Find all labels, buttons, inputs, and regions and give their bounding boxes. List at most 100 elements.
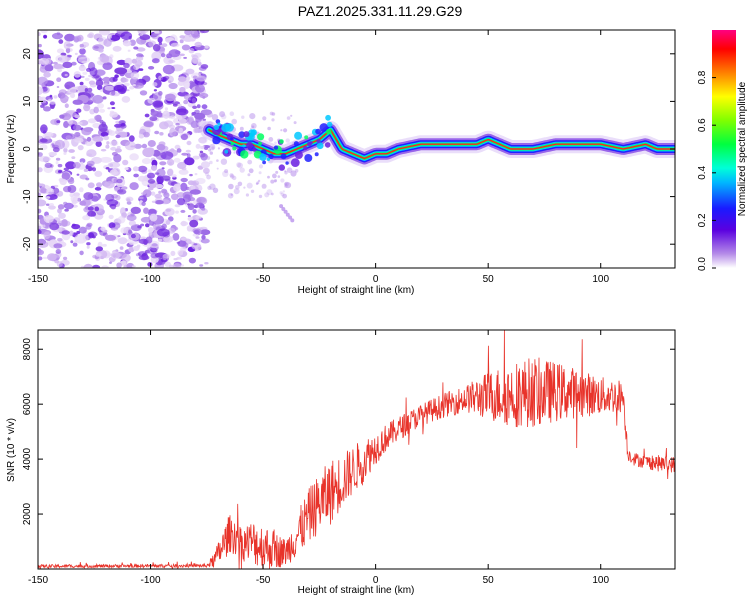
noise-speckle: [68, 149, 75, 153]
noise-speckle: [46, 187, 55, 195]
noise-speckle: [126, 201, 132, 205]
y-tick-label: 8000: [22, 338, 33, 361]
noise-speckle: [120, 186, 128, 190]
noise-speckle: [135, 56, 144, 61]
noise-speckle: [74, 137, 84, 143]
colorbar-tick-label: 0.0: [697, 257, 708, 271]
noise-speckle: [189, 196, 194, 199]
signal-blob: [230, 137, 233, 141]
signal-blob: [285, 212, 290, 217]
noise-speckle: [72, 99, 83, 105]
noise-speckle: [122, 159, 129, 166]
noise-speckle: [124, 141, 136, 151]
noise-speckle: [168, 49, 181, 58]
noise-speckle: [162, 255, 167, 261]
noise-speckle: [179, 86, 186, 93]
noise-speckle: [130, 206, 141, 214]
noise-speckle: [220, 158, 228, 165]
noise-speckle: [154, 193, 163, 199]
noise-speckle: [158, 42, 163, 46]
noise-speckle: [109, 163, 114, 167]
noise-speckle: [95, 141, 102, 147]
signal-blob: [279, 204, 284, 209]
noise-speckle: [130, 77, 139, 86]
noise-speckle: [85, 224, 92, 230]
noise-speckle: [100, 226, 106, 231]
colorbar-tick-label: 0.4: [697, 165, 708, 179]
noise-speckle: [89, 67, 98, 77]
noise-speckle: [189, 189, 201, 195]
noise-speckle: [258, 194, 263, 199]
noise-speckle: [193, 127, 199, 134]
noise-speckle: [137, 30, 145, 35]
noise-speckle: [157, 238, 163, 242]
noise-speckle: [192, 209, 197, 214]
noise-speckle: [150, 164, 158, 171]
noise-speckle: [102, 62, 113, 70]
noise-speckle: [130, 233, 136, 239]
noise-speckle: [148, 66, 155, 70]
colorbar-ticks: 0.0 0.2 0.4 0.6 0.8: [697, 70, 716, 271]
noise-speckle: [150, 253, 160, 259]
noise-speckle: [124, 167, 129, 171]
x-tick-label: 50: [483, 274, 495, 285]
colorbar-label: Normalized spectral amplitude: [737, 81, 748, 216]
noise-speckle: [104, 85, 115, 91]
signal-ridge-band: [208, 129, 675, 160]
noise-speckle: [227, 192, 234, 199]
noise-speckle: [195, 215, 202, 220]
x-tick-label: -100: [141, 274, 161, 285]
noise-speckle: [106, 141, 110, 145]
noise-speckle: [204, 262, 209, 265]
noise-speckle: [137, 251, 147, 257]
noise-speckle: [177, 240, 187, 247]
noise-speckle: [110, 227, 119, 231]
noise-speckle: [271, 118, 275, 122]
noise-speckle: [189, 219, 199, 228]
noise-speckle: [138, 134, 145, 139]
noise-speckle: [279, 191, 283, 195]
x-tick-label: -100: [141, 575, 161, 586]
noise-speckle: [284, 182, 288, 186]
noise-speckle: [161, 43, 168, 47]
noise-speckle: [79, 187, 84, 193]
noise-speckle: [197, 207, 208, 215]
noise-speckle: [165, 208, 172, 212]
noise-speckle: [38, 182, 41, 187]
noise-speckle: [128, 220, 136, 226]
noise-speckle: [209, 183, 216, 190]
noise-speckle: [55, 249, 61, 254]
noise-speckle: [101, 56, 110, 64]
noise-speckle: [180, 177, 188, 183]
noise-speckle: [72, 242, 78, 247]
noise-speckle: [196, 198, 202, 203]
noise-speckle: [38, 58, 50, 65]
noise-speckle: [38, 156, 51, 162]
noise-speckle: [123, 62, 130, 69]
signal-blob: [221, 123, 231, 133]
noise-speckle: [78, 65, 86, 72]
noise-speckle: [248, 168, 254, 174]
noise-speckle: [38, 152, 43, 157]
noise-speckle: [86, 67, 92, 72]
noise-speckle: [185, 68, 195, 75]
noise-speckle: [104, 181, 115, 189]
noise-speckle: [102, 96, 107, 100]
noise-speckle: [147, 179, 156, 184]
noise-speckle: [191, 98, 197, 104]
noise-speckle: [154, 130, 160, 135]
noise-speckle: [121, 96, 131, 103]
noise-speckle: [115, 130, 120, 135]
noise-speckle: [192, 155, 200, 160]
noise-speckle: [110, 146, 117, 151]
noise-speckle: [148, 186, 154, 191]
noise-speckle: [99, 89, 104, 92]
x-tick-label: 100: [592, 274, 609, 285]
noise-speckle: [187, 197, 196, 202]
signal-blob: [288, 215, 293, 220]
noise-speckle: [77, 145, 84, 151]
noise-speckle: [187, 116, 194, 125]
noise-speckle: [212, 187, 219, 193]
noise-speckle: [72, 196, 79, 202]
